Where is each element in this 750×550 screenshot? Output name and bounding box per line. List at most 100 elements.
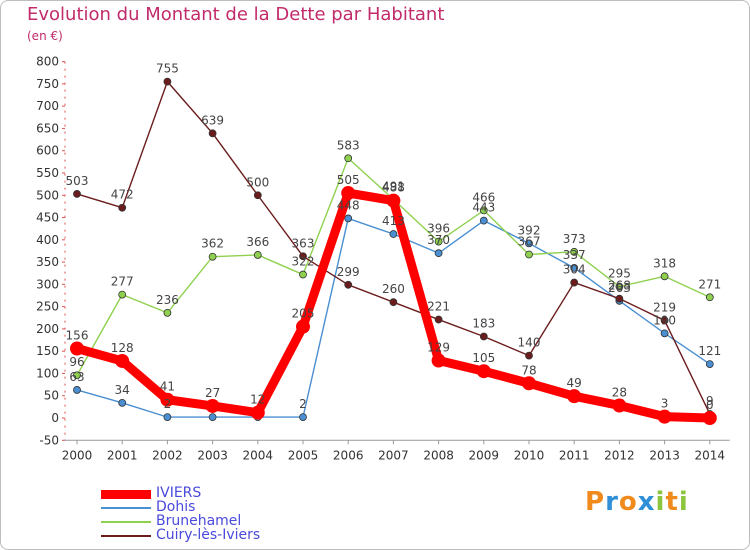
data-label: 488 (382, 181, 405, 195)
data-label: 260 (382, 282, 405, 296)
legend-swatch (101, 507, 151, 509)
data-point (525, 239, 533, 248)
y-tick-label: 650 (36, 121, 59, 135)
y-tick-label: -50 (39, 433, 59, 447)
data-point (476, 364, 491, 379)
data-point (163, 413, 172, 422)
data-point (344, 280, 353, 289)
legend-label: Dohis (156, 499, 196, 515)
data-point (567, 389, 582, 404)
data-label: 271 (698, 277, 721, 291)
data-label: 373 (563, 232, 586, 246)
y-tick-label: 450 (36, 211, 59, 225)
data-point (299, 270, 307, 279)
data-label: 156 (66, 329, 89, 343)
x-tick-label: 2000 (62, 448, 93, 462)
data-label: 27 (205, 386, 220, 400)
x-tick-label: 2010 (514, 448, 545, 462)
y-tick-label: 300 (36, 277, 59, 291)
data-label: 190 (653, 313, 676, 327)
data-point (479, 216, 488, 225)
y-tick-label: 200 (36, 322, 59, 336)
data-point (70, 341, 84, 356)
data-point (344, 214, 353, 223)
data-label: 128 (111, 341, 134, 355)
data-label: 583 (337, 138, 360, 152)
data-point (299, 252, 307, 261)
x-tick-label: 2004 (243, 448, 274, 462)
data-label: 318 (653, 256, 676, 270)
y-tick-label: 350 (36, 255, 59, 269)
data-label: 63 (69, 370, 84, 384)
data-label: 221 (427, 300, 450, 314)
data-point (570, 247, 579, 256)
data-label: 0 (706, 398, 714, 412)
data-point (389, 298, 398, 307)
y-axis-unit: (en €) (27, 29, 63, 43)
data-label: 277 (111, 275, 134, 289)
data-label: 639 (201, 113, 224, 127)
data-label: 505 (337, 173, 360, 187)
y-tick-label: 150 (36, 344, 59, 358)
y-tick-label: 50 (44, 389, 59, 403)
data-point (73, 386, 81, 394)
data-label: 41 (160, 380, 175, 394)
data-label: 183 (472, 316, 495, 330)
data-label: 448 (337, 198, 360, 212)
data-point (660, 272, 669, 281)
x-tick-label: 2013 (649, 448, 680, 462)
data-point (73, 190, 81, 198)
y-tick-label: 400 (36, 233, 59, 247)
logo-letter: t (665, 487, 679, 517)
data-label: 295 (608, 267, 631, 281)
logo-letter: i (655, 487, 666, 517)
x-tick-label: 2011 (559, 448, 590, 462)
legend-label: Cuiry-lès-Iviers (156, 527, 261, 543)
data-label: 236 (156, 293, 179, 307)
data-point (434, 315, 443, 324)
data-point (118, 203, 127, 212)
data-label: 49 (567, 376, 582, 390)
data-point (479, 206, 488, 215)
legend-label: IVIERS (156, 485, 202, 501)
data-point (253, 251, 262, 259)
legend-swatch (101, 521, 151, 523)
data-label: 299 (337, 265, 360, 279)
data-label: 2 (299, 397, 307, 411)
data-label: 503 (66, 174, 89, 188)
data-label: 140 (518, 336, 541, 350)
data-label: 491 (382, 179, 405, 193)
data-label: 96 (69, 355, 84, 369)
logo-letter: o (618, 487, 638, 517)
data-point (208, 129, 217, 138)
y-tick-label: 500 (36, 188, 59, 202)
data-label: 755 (156, 62, 179, 76)
data-point (118, 290, 127, 299)
data-label: 2 (164, 397, 172, 411)
data-label: 78 (521, 363, 536, 377)
data-label: 466 (472, 190, 495, 204)
data-point (612, 398, 627, 413)
chart-title: Evolution du Montant de la Dette par Hab… (27, 4, 445, 25)
data-point (118, 398, 127, 407)
data-label: 472 (111, 188, 134, 202)
data-point (205, 398, 220, 413)
data-label: 304 (563, 263, 586, 277)
data-point (296, 319, 310, 334)
data-point (389, 230, 398, 238)
data-label: 12 (250, 393, 265, 407)
data-label: 413 (382, 214, 405, 228)
data-label: 396 (427, 222, 450, 236)
y-tick-label: 100 (36, 366, 59, 380)
data-point (522, 376, 536, 391)
data-label: 9 (706, 394, 714, 408)
y-tick-label: 700 (36, 99, 59, 113)
x-tick-label: 2003 (197, 448, 228, 462)
y-tick-label: 750 (36, 77, 59, 91)
data-point (253, 191, 262, 200)
data-label: 268 (608, 279, 631, 293)
data-point (250, 405, 265, 420)
y-tick-label: 600 (36, 144, 59, 158)
y-tick-label: 250 (36, 300, 59, 314)
